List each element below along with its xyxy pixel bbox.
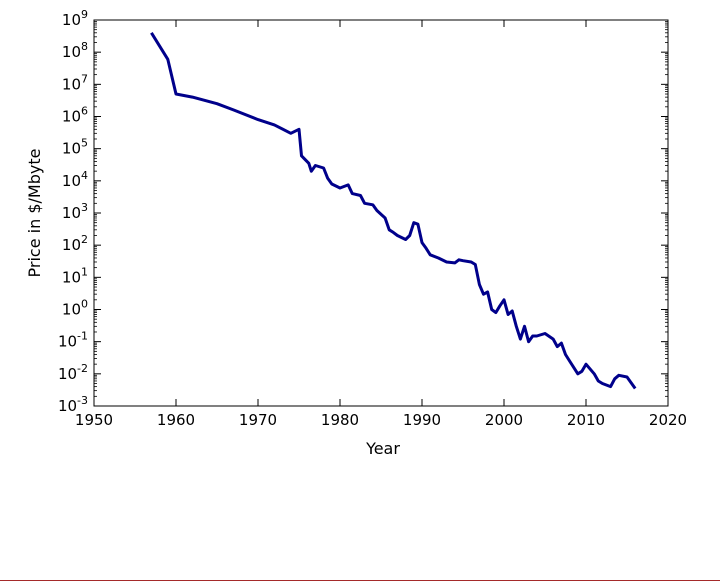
y-tick-label: 104 <box>62 169 88 190</box>
y-tick-label: 101 <box>62 265 88 286</box>
y-tick-label: 105 <box>62 137 88 158</box>
x-tick-label: 1950 <box>75 411 113 429</box>
x-tick-label: 1990 <box>403 411 441 429</box>
y-axis-ticks: 10-3 10-2 10-1 100 101 102 103 104 105 106 107 108 1… <box>58 8 668 415</box>
y-axis-label: Price in $/Mbyte <box>25 149 44 278</box>
y-tick-label: 107 <box>62 72 88 93</box>
y-tick-label: 106 <box>62 105 88 126</box>
y-tick-label: 10-2 <box>58 362 88 383</box>
price-series-line <box>150 32 637 390</box>
y-tick-label: 108 <box>62 40 88 61</box>
x-tick-label: 1980 <box>321 411 359 429</box>
y-tick-label: 100 <box>62 298 88 319</box>
x-tick-label: 1960 <box>157 411 195 429</box>
x-tick-label: 2020 <box>649 411 687 429</box>
x-tick-label: 1970 <box>239 411 277 429</box>
bottom-divider-line <box>0 580 720 581</box>
x-axis-label: Year <box>365 439 400 458</box>
y-tick-label: 10-1 <box>58 330 88 351</box>
y-tick-label: 103 <box>62 201 88 222</box>
y-tick-label: 109 <box>62 8 88 29</box>
x-tick-label: 2010 <box>567 411 605 429</box>
y-tick-label: 102 <box>62 233 88 254</box>
series-layer <box>150 32 637 390</box>
x-axis-ticks: 1950 1960 1970 1980 1990 2000 2010 2020 <box>75 20 687 429</box>
y-tick-label: 10-3 <box>58 394 88 415</box>
x-tick-label: 2000 <box>485 411 523 429</box>
